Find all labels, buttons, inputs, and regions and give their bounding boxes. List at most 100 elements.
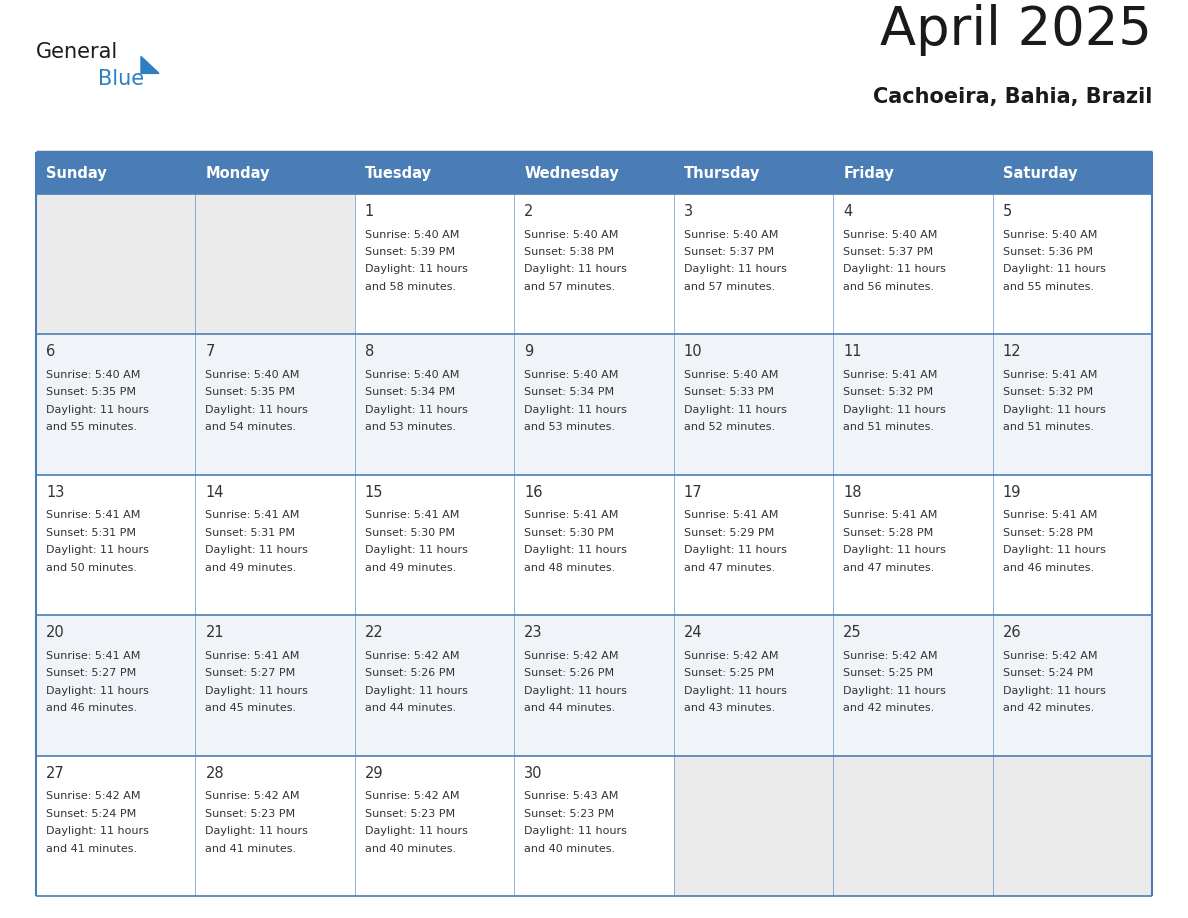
Text: Daylight: 11 hours: Daylight: 11 hours — [206, 826, 309, 836]
Text: 13: 13 — [46, 485, 64, 499]
Text: and 58 minutes.: and 58 minutes. — [365, 282, 456, 292]
Text: Daylight: 11 hours: Daylight: 11 hours — [684, 686, 786, 696]
Bar — [992, 756, 1152, 896]
Text: Sunset: 5:36 PM: Sunset: 5:36 PM — [1003, 247, 1093, 257]
Text: Daylight: 11 hours: Daylight: 11 hours — [365, 545, 468, 555]
Text: 3: 3 — [684, 204, 693, 219]
Text: Sunrise: 5:41 AM: Sunrise: 5:41 AM — [843, 370, 937, 380]
Text: 5: 5 — [1003, 204, 1012, 219]
Text: Daylight: 11 hours: Daylight: 11 hours — [46, 826, 148, 836]
Text: and 44 minutes.: and 44 minutes. — [524, 703, 615, 713]
Text: Sunset: 5:26 PM: Sunset: 5:26 PM — [524, 668, 614, 678]
Text: Daylight: 11 hours: Daylight: 11 hours — [684, 264, 786, 274]
Bar — [196, 152, 355, 194]
Polygon shape — [141, 56, 159, 73]
Text: April 2025: April 2025 — [880, 5, 1152, 56]
Text: Tuesday: Tuesday — [365, 165, 432, 181]
Text: Daylight: 11 hours: Daylight: 11 hours — [843, 405, 946, 415]
Text: and 55 minutes.: and 55 minutes. — [1003, 282, 1094, 292]
Text: 9: 9 — [524, 344, 533, 360]
Text: Daylight: 11 hours: Daylight: 11 hours — [684, 545, 786, 555]
Text: Sunset: 5:26 PM: Sunset: 5:26 PM — [365, 668, 455, 678]
Text: 20: 20 — [46, 625, 65, 640]
Text: Sunrise: 5:41 AM: Sunrise: 5:41 AM — [46, 510, 140, 521]
Bar — [514, 194, 674, 334]
Text: and 51 minutes.: and 51 minutes. — [843, 422, 934, 432]
Text: and 44 minutes.: and 44 minutes. — [365, 703, 456, 713]
Text: Sunrise: 5:41 AM: Sunrise: 5:41 AM — [1003, 510, 1097, 521]
Text: Daylight: 11 hours: Daylight: 11 hours — [524, 826, 627, 836]
Text: 25: 25 — [843, 625, 861, 640]
Bar — [36, 334, 196, 475]
Bar — [196, 756, 355, 896]
Text: and 40 minutes.: and 40 minutes. — [365, 844, 456, 854]
Text: 17: 17 — [684, 485, 702, 499]
Text: Sunrise: 5:42 AM: Sunrise: 5:42 AM — [365, 791, 460, 801]
Text: 21: 21 — [206, 625, 225, 640]
Bar — [355, 756, 514, 896]
Text: 12: 12 — [1003, 344, 1022, 360]
Text: Sunrise: 5:40 AM: Sunrise: 5:40 AM — [524, 230, 619, 240]
Text: Daylight: 11 hours: Daylight: 11 hours — [365, 405, 468, 415]
Text: Sunrise: 5:42 AM: Sunrise: 5:42 AM — [843, 651, 937, 661]
Text: and 46 minutes.: and 46 minutes. — [1003, 563, 1094, 573]
Text: Sunset: 5:35 PM: Sunset: 5:35 PM — [46, 387, 135, 397]
Text: Sunrise: 5:41 AM: Sunrise: 5:41 AM — [365, 510, 460, 521]
Text: Sunset: 5:35 PM: Sunset: 5:35 PM — [206, 387, 296, 397]
Text: Sunrise: 5:41 AM: Sunrise: 5:41 AM — [206, 651, 299, 661]
Bar — [196, 615, 355, 756]
Text: Sunrise: 5:42 AM: Sunrise: 5:42 AM — [1003, 651, 1097, 661]
Text: Sunset: 5:37 PM: Sunset: 5:37 PM — [843, 247, 934, 257]
Bar — [833, 475, 992, 615]
Bar — [355, 334, 514, 475]
Text: and 49 minutes.: and 49 minutes. — [206, 563, 297, 573]
Bar — [355, 152, 514, 194]
Text: and 54 minutes.: and 54 minutes. — [206, 422, 297, 432]
Text: 24: 24 — [684, 625, 702, 640]
Bar — [674, 334, 833, 475]
Text: and 45 minutes.: and 45 minutes. — [206, 703, 297, 713]
Text: and 50 minutes.: and 50 minutes. — [46, 563, 137, 573]
Bar — [36, 475, 196, 615]
Text: Sunrise: 5:43 AM: Sunrise: 5:43 AM — [524, 791, 619, 801]
Text: Daylight: 11 hours: Daylight: 11 hours — [365, 826, 468, 836]
Text: Sunset: 5:31 PM: Sunset: 5:31 PM — [46, 528, 135, 538]
Text: Sunrise: 5:40 AM: Sunrise: 5:40 AM — [365, 230, 460, 240]
Bar — [674, 756, 833, 896]
Text: Sunday: Sunday — [46, 165, 107, 181]
Bar — [196, 475, 355, 615]
Text: Sunrise: 5:42 AM: Sunrise: 5:42 AM — [46, 791, 140, 801]
Text: Sunset: 5:25 PM: Sunset: 5:25 PM — [843, 668, 934, 678]
Text: Sunrise: 5:40 AM: Sunrise: 5:40 AM — [684, 230, 778, 240]
Text: Daylight: 11 hours: Daylight: 11 hours — [524, 686, 627, 696]
Text: Sunset: 5:24 PM: Sunset: 5:24 PM — [46, 809, 137, 819]
Text: 6: 6 — [46, 344, 56, 360]
Text: Daylight: 11 hours: Daylight: 11 hours — [206, 686, 309, 696]
Text: 23: 23 — [524, 625, 543, 640]
Text: Daylight: 11 hours: Daylight: 11 hours — [843, 545, 946, 555]
Text: Sunrise: 5:40 AM: Sunrise: 5:40 AM — [684, 370, 778, 380]
Bar — [992, 194, 1152, 334]
Bar — [992, 334, 1152, 475]
Bar — [992, 615, 1152, 756]
Text: Sunset: 5:34 PM: Sunset: 5:34 PM — [524, 387, 614, 397]
Text: 10: 10 — [684, 344, 702, 360]
Bar — [514, 475, 674, 615]
Text: 2: 2 — [524, 204, 533, 219]
Text: and 46 minutes.: and 46 minutes. — [46, 703, 137, 713]
Text: Saturday: Saturday — [1003, 165, 1078, 181]
Text: 18: 18 — [843, 485, 861, 499]
Text: Sunrise: 5:40 AM: Sunrise: 5:40 AM — [524, 370, 619, 380]
Text: and 57 minutes.: and 57 minutes. — [684, 282, 775, 292]
Text: Sunset: 5:24 PM: Sunset: 5:24 PM — [1003, 668, 1093, 678]
Text: Daylight: 11 hours: Daylight: 11 hours — [843, 686, 946, 696]
Text: Sunset: 5:28 PM: Sunset: 5:28 PM — [843, 528, 934, 538]
Text: Sunset: 5:23 PM: Sunset: 5:23 PM — [206, 809, 296, 819]
Text: and 47 minutes.: and 47 minutes. — [843, 563, 935, 573]
Text: Sunrise: 5:42 AM: Sunrise: 5:42 AM — [684, 651, 778, 661]
Bar — [674, 194, 833, 334]
Bar — [355, 194, 514, 334]
Text: 16: 16 — [524, 485, 543, 499]
Bar — [992, 475, 1152, 615]
Text: Sunset: 5:38 PM: Sunset: 5:38 PM — [524, 247, 614, 257]
